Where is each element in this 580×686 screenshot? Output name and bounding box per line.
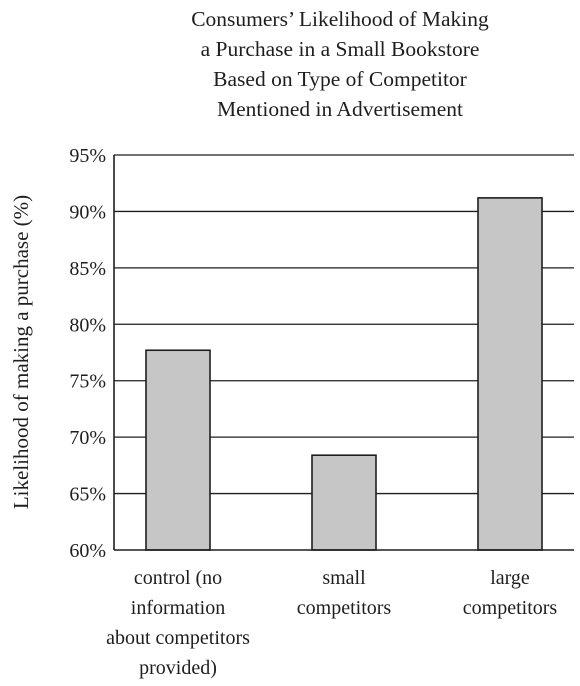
x-category-label-line: competitors bbox=[297, 597, 392, 619]
chart-title-line-2: a Purchase in a Small Bookstore bbox=[201, 37, 480, 61]
x-category-label-line: small bbox=[322, 567, 366, 589]
y-tick-label: 65% bbox=[69, 484, 106, 506]
chart-title: Consumers’ Likelihood of Making a Purcha… bbox=[191, 7, 489, 121]
bar bbox=[145, 349, 211, 551]
y-tick-label: 80% bbox=[69, 314, 106, 336]
y-tick-label: 75% bbox=[69, 371, 106, 393]
y-tick-label: 85% bbox=[69, 258, 106, 280]
x-category-label-line: control (no bbox=[134, 567, 222, 589]
chart-title-line-4: Mentioned in Advertisement bbox=[217, 97, 463, 121]
x-category-label: small competitors bbox=[297, 567, 392, 619]
y-tick-label: 70% bbox=[69, 427, 106, 449]
bar bbox=[477, 197, 543, 551]
x-category-labels: control (no information about competitors p… bbox=[106, 567, 557, 679]
y-tick-labels: 60% 65% 70% 75% 80% 85% 90% 95% bbox=[69, 145, 106, 562]
x-category-label: large competitors bbox=[463, 567, 558, 619]
x-category-label-line: large bbox=[490, 567, 530, 589]
x-category-label: control (no information about competitors p… bbox=[106, 567, 250, 679]
x-category-label-line: provided) bbox=[139, 657, 217, 679]
chart-title-line-1: Consumers’ Likelihood of Making bbox=[191, 7, 489, 31]
chart-title-line-3: Based on Type of Competitor bbox=[213, 67, 467, 91]
x-category-label-line: information bbox=[131, 597, 225, 619]
bar bbox=[311, 454, 377, 551]
y-tick-label: 60% bbox=[69, 540, 106, 562]
x-category-label-line: about competitors bbox=[106, 627, 250, 649]
y-axis-label: Likelihood of making a purchase (%) bbox=[9, 195, 33, 509]
bars bbox=[145, 197, 543, 551]
x-category-label-line: competitors bbox=[463, 597, 558, 619]
y-tick-label: 95% bbox=[69, 145, 106, 167]
y-tick-label: 90% bbox=[69, 201, 106, 223]
